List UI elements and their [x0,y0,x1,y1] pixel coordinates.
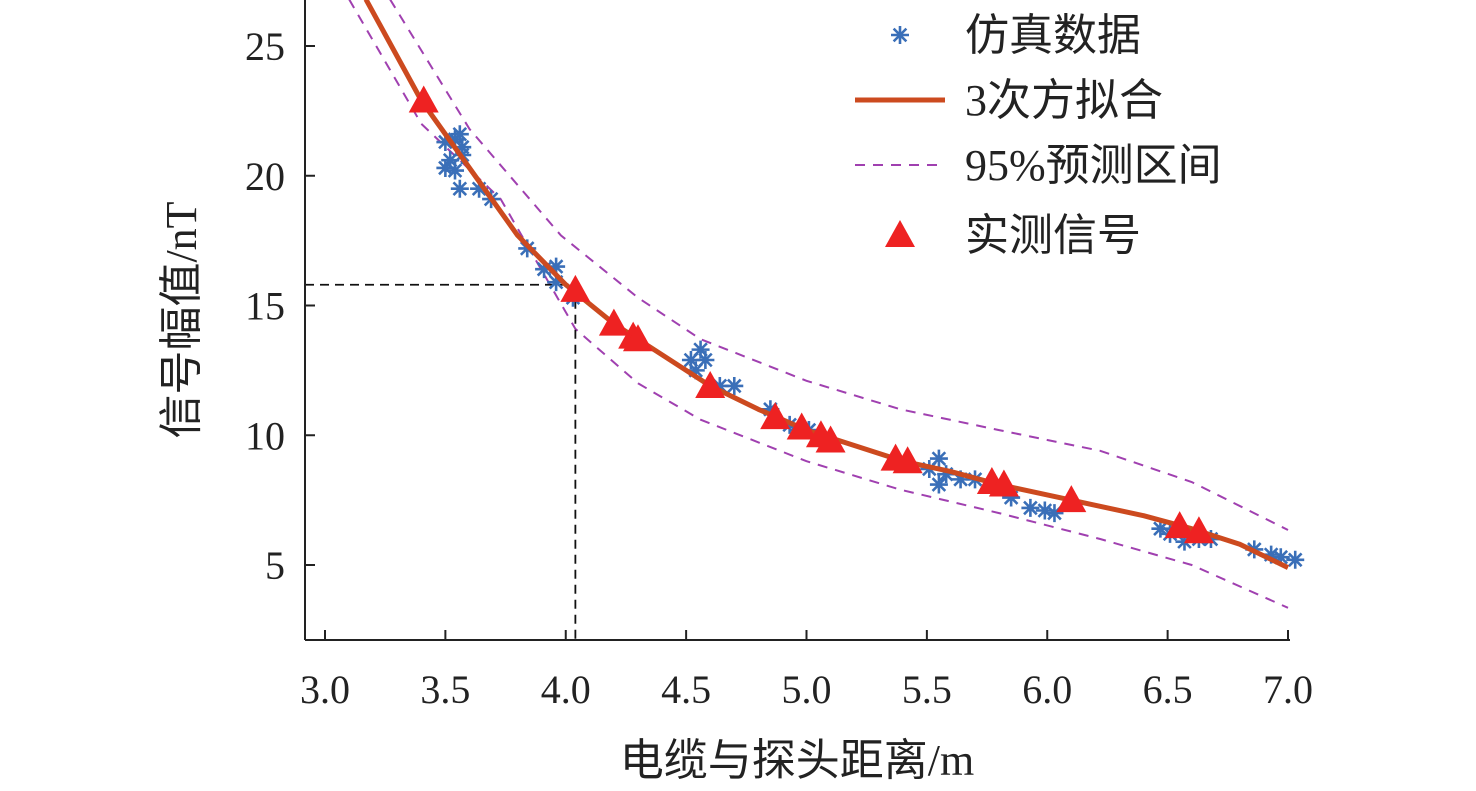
x-tick-label: 6.0 [1022,667,1072,712]
simulated-data-point [436,133,455,152]
legend-triangle-icon [885,220,915,247]
simulated-data-point [450,179,469,198]
simulated-data-point [1262,545,1281,564]
measured-signal-point [622,324,653,352]
measured-signal-point [815,425,846,453]
simulated-data-point [1151,519,1170,538]
measured-signal-point [760,402,791,430]
measured-signal-point [1056,485,1087,513]
legend-label: 95%预测区间 [965,141,1222,190]
measured-signal-point [560,274,591,302]
measured-signal-point [695,370,726,398]
simulated-data-point [686,361,705,380]
measured-signal-point [1183,516,1214,544]
simulated-data-point [725,376,744,395]
simulated-data-point [1045,504,1064,523]
x-tick-label: 4.0 [541,667,591,712]
lower-prediction-band [348,0,1289,609]
simulated-data-point [535,260,554,279]
simulated-data-point [761,400,780,419]
y-tick-label: 20 [245,154,285,199]
legend-label: 实测信号 [965,211,1141,260]
simulated-data-point [547,257,566,276]
measured-signal-points [408,85,1214,544]
measured-signal-point [1164,511,1195,539]
simulated-data-point [696,350,715,369]
simulated-data-point [1035,501,1054,520]
simulated-data-point [441,151,460,170]
simulated-data-point [1021,498,1040,517]
upper-prediction-band [389,0,1289,531]
prediction-band-group [348,0,1289,609]
y-tick-label: 15 [245,284,285,329]
simulated-data-point [681,350,700,369]
x-tick-label: 5.5 [902,667,952,712]
simulated-data-point [691,340,710,359]
simulated-data-point [470,179,489,198]
legend-label: 仿真数据 [965,11,1141,60]
simulated-data-point [1271,548,1290,567]
x-tick-label: 4.5 [661,667,711,712]
y-tick-label: 5 [265,543,285,588]
y-tick-label: 10 [245,413,285,458]
x-tick-labels: 3.0 3.5 4.0 4.5 5.0 5.5 6.0 6.5 7.0 [300,667,1313,712]
simulated-data-point [951,470,970,489]
simulated-data-point [1286,550,1305,569]
simulated-data-point [450,125,469,144]
simulated-data-point [710,376,729,395]
measured-signal-point [892,446,923,474]
legend-star-icon [891,26,909,44]
y-tick-labels: 5 10 15 20 25 [245,24,285,588]
reference-lines [305,283,577,640]
y-axis-label: 信号幅值/nT [157,201,206,438]
x-axis-label: 电缆与探头距离/m [620,736,974,785]
x-tick-label: 7.0 [1263,667,1313,712]
measured-signal-point [598,308,629,336]
simulated-data-point [436,158,455,177]
legend-label: 3次方拟合 [965,76,1163,125]
simulated-data-point [1002,488,1021,507]
measured-signal-point [988,469,1019,497]
x-tick-label: 5.0 [782,667,832,712]
simulated-data-point [929,475,948,494]
simulated-data-point [547,273,566,292]
simulated-data-point [1175,532,1194,551]
simulated-data-point [937,465,956,484]
simulated-data-point [446,161,465,180]
axes [304,0,1290,641]
y-tick-label: 25 [245,24,285,69]
x-tick-label: 3.0 [300,667,350,712]
x-tick-label: 6.5 [1143,667,1193,712]
measured-signal-point [408,85,439,113]
x-tick-label: 3.5 [420,667,470,712]
measured-signal-point [786,412,817,440]
simulated-data-points [436,125,1305,569]
simulated-data-point [929,449,948,468]
